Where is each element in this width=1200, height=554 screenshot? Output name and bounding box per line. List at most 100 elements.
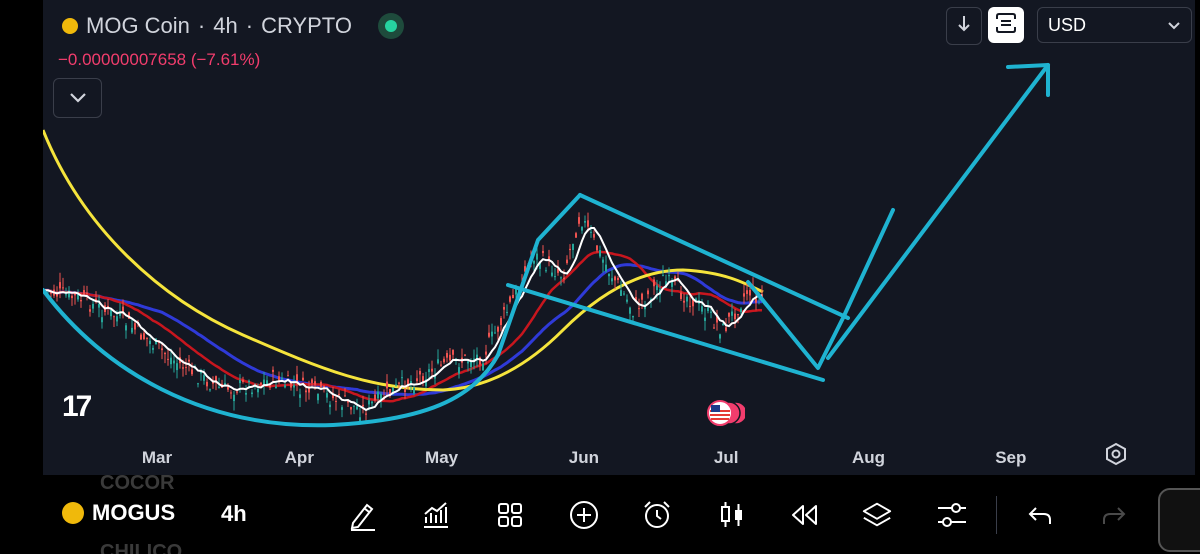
layers-icon[interactable] (861, 497, 893, 533)
candle-body (365, 413, 367, 415)
candle-body (497, 326, 499, 332)
candle-body (722, 323, 724, 326)
candle-body (269, 385, 271, 388)
trendline-drawing[interactable] (826, 63, 1050, 360)
chart-canvas[interactable]: 0.000000500000.000001000000.000001500000… (41, 0, 1195, 475)
candle-body (266, 380, 268, 386)
trendline-drawing[interactable] (506, 283, 825, 382)
pencil-icon[interactable] (346, 497, 378, 533)
candle-body (560, 277, 562, 279)
candle-body (425, 379, 427, 387)
candles-icon[interactable] (716, 497, 748, 533)
candle-body (290, 381, 292, 388)
candle-body (80, 299, 82, 302)
candle-body (446, 353, 448, 358)
candle-body (263, 379, 265, 386)
candle-body (641, 293, 643, 300)
candle-body (173, 360, 175, 364)
indicators-icon[interactable] (420, 497, 452, 533)
trendline-drawing[interactable] (1006, 63, 1050, 97)
candle-body (653, 279, 655, 287)
candle-body (707, 307, 709, 312)
settings-hex-icon (1104, 442, 1128, 472)
coin-logo-icon (62, 502, 84, 524)
candle-body (344, 395, 346, 397)
title-market: CRYPTO (261, 13, 352, 38)
candle-body (437, 359, 439, 364)
candle-body (401, 377, 403, 379)
candle-body (128, 312, 130, 319)
candle-body (230, 392, 232, 394)
candle-body (710, 311, 712, 313)
candle-body (479, 357, 481, 365)
candle-body (380, 394, 382, 401)
arrow-down-icon (957, 15, 971, 38)
interval-button[interactable]: 4h (221, 501, 247, 526)
candle-body (302, 377, 304, 381)
candle-body (209, 389, 211, 391)
candle-body (131, 327, 133, 333)
price-change: −0.00000007658 (−7.61%) (58, 50, 261, 69)
undo-icon[interactable] (1024, 497, 1056, 533)
candle-body (545, 270, 547, 272)
candle-body (620, 290, 622, 296)
candle-body (680, 292, 682, 299)
candle-body (539, 262, 541, 269)
trendline-drawing[interactable] (746, 208, 895, 370)
candle-body (524, 266, 526, 272)
candle-body (116, 316, 118, 322)
candle-body (413, 387, 415, 394)
candle-body (674, 276, 676, 281)
candle-body (65, 294, 67, 296)
symbol-search-button[interactable]: MOGUS (62, 500, 175, 526)
candle-body (506, 311, 508, 313)
candle-body (350, 407, 352, 410)
replay-icon[interactable] (788, 497, 820, 533)
moving-average-line (41, 129, 764, 392)
coin-logo-icon (62, 18, 78, 34)
candle-body (404, 389, 406, 393)
trendline-drawing[interactable] (496, 193, 582, 357)
candle-body (125, 325, 127, 331)
chart-title[interactable]: MOG Coin · 4h · CRYPTO (62, 13, 404, 39)
market-status-icon[interactable] (377, 13, 404, 39)
trendline-drawing[interactable] (578, 193, 850, 320)
chart-area[interactable]: 0.000000500000.000001000000.000001500000… (41, 0, 1195, 475)
alarm-clock-icon[interactable] (641, 497, 673, 533)
collapse-legend-button[interactable] (53, 78, 102, 118)
add-circle-icon[interactable] (568, 497, 600, 533)
candle-body (341, 407, 343, 410)
candle-body (140, 334, 142, 340)
title-interval: 4h (213, 13, 238, 38)
settings-sliders-icon[interactable] (936, 497, 968, 533)
currency-select[interactable]: USD (1037, 7, 1192, 43)
fit-screen-button[interactable] (988, 7, 1024, 43)
candle-body (590, 231, 592, 233)
candle-body (353, 405, 355, 407)
candle-body (335, 400, 337, 402)
scroll-down-button[interactable] (946, 7, 982, 45)
candle-body (512, 294, 514, 299)
candle-body (50, 292, 52, 294)
candle-body (431, 368, 433, 372)
grid-icon[interactable] (494, 497, 526, 533)
chart-settings-button[interactable] (1102, 442, 1130, 472)
trendline-drawing[interactable] (41, 288, 500, 428)
candle-body (476, 354, 478, 360)
candle-body (695, 298, 697, 303)
candle-body (701, 306, 703, 312)
floating-panel-handle[interactable] (1158, 488, 1200, 552)
us-flag-event-icon[interactable] (705, 398, 748, 428)
candle-body (515, 288, 517, 295)
candle-body (443, 358, 445, 363)
candle-body (68, 290, 70, 298)
candle-body (602, 259, 604, 263)
moving-average-line (45, 263, 762, 397)
candle-body (434, 375, 436, 379)
candle-body (176, 363, 178, 371)
candle-body (704, 317, 706, 321)
candle-body (662, 275, 664, 277)
candle-body (467, 361, 469, 364)
redo-icon[interactable] (1098, 497, 1130, 533)
